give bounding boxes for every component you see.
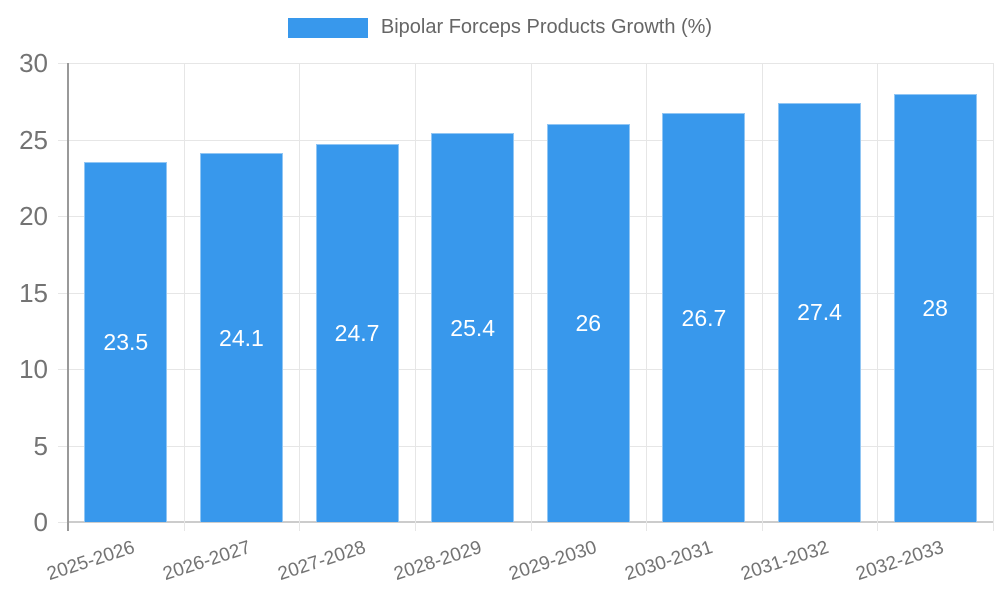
legend[interactable]: Bipolar Forceps Products Growth (%) bbox=[0, 16, 1000, 39]
bar-value-label: 28 bbox=[922, 294, 948, 321]
x-tick-mark bbox=[993, 522, 994, 531]
x-tick-label: 2032-2033 bbox=[853, 537, 947, 586]
x-tick-label: 2029-2030 bbox=[506, 537, 600, 586]
bar-value-label: 23.5 bbox=[103, 329, 149, 356]
x-tick-mark bbox=[877, 522, 879, 531]
x-tick-mark bbox=[414, 522, 416, 531]
bar-value-label: 24.1 bbox=[219, 324, 264, 351]
legend-label: Bipolar Forceps Products Growth (%) bbox=[380, 16, 713, 38]
y-tick-mark bbox=[58, 216, 68, 217]
y-tick-mark bbox=[58, 139, 68, 141]
x-tick-label: 2025-2026 bbox=[44, 537, 138, 586]
y-tick-label: 10 bbox=[19, 354, 48, 384]
y-tick-mark bbox=[58, 292, 68, 294]
y-axis-line bbox=[67, 63, 69, 531]
bar[interactable] bbox=[662, 113, 746, 522]
y-tick-mark bbox=[58, 63, 68, 64]
bar[interactable] bbox=[315, 144, 399, 522]
y-tick-label: 20 bbox=[19, 201, 48, 231]
x-tick-mark bbox=[299, 522, 301, 531]
gridline-x bbox=[877, 63, 879, 522]
y-tick-mark bbox=[58, 369, 68, 370]
bar[interactable] bbox=[199, 153, 283, 522]
x-tick-label: 2031-2032 bbox=[738, 537, 832, 586]
bar-value-label: 24.7 bbox=[334, 320, 380, 347]
y-tick-label: 30 bbox=[19, 48, 48, 78]
y-tick-mark bbox=[58, 445, 68, 447]
bar[interactable] bbox=[431, 133, 515, 522]
bar-value-label: 27.4 bbox=[797, 299, 842, 326]
bar-value-label: 26.7 bbox=[681, 304, 727, 331]
bar-value-label: 26 bbox=[575, 310, 602, 337]
x-tick-mark bbox=[761, 522, 763, 531]
x-tick-label: 2030-2031 bbox=[622, 537, 716, 586]
x-tick-label: 2028-2029 bbox=[391, 537, 485, 586]
gridline-x bbox=[761, 63, 763, 522]
bar[interactable] bbox=[893, 93, 977, 522]
y-tick-label: 15 bbox=[19, 277, 48, 308]
x-tick-mark bbox=[530, 522, 532, 531]
gridline-x bbox=[299, 63, 301, 522]
x-tick-mark bbox=[183, 522, 185, 531]
bar[interactable] bbox=[546, 124, 630, 522]
gridline-x bbox=[646, 63, 648, 522]
y-tick-mark bbox=[58, 522, 68, 523]
bar-value-label: 25.4 bbox=[450, 314, 496, 341]
bar[interactable] bbox=[84, 162, 168, 522]
y-tick-label: 0 bbox=[33, 507, 48, 537]
legend-swatch bbox=[287, 17, 368, 38]
x-tick-mark bbox=[646, 522, 648, 531]
gridline-x bbox=[414, 63, 416, 522]
gridline-x bbox=[530, 63, 532, 522]
y-tick-label: 25 bbox=[19, 124, 48, 155]
gridline-x bbox=[183, 63, 185, 522]
x-tick-label: 2027-2028 bbox=[275, 537, 369, 586]
x-tick-label: 2026-2027 bbox=[160, 537, 253, 586]
y-tick-label: 5 bbox=[33, 430, 48, 461]
gridline-x bbox=[993, 63, 994, 522]
bar[interactable] bbox=[778, 102, 862, 522]
